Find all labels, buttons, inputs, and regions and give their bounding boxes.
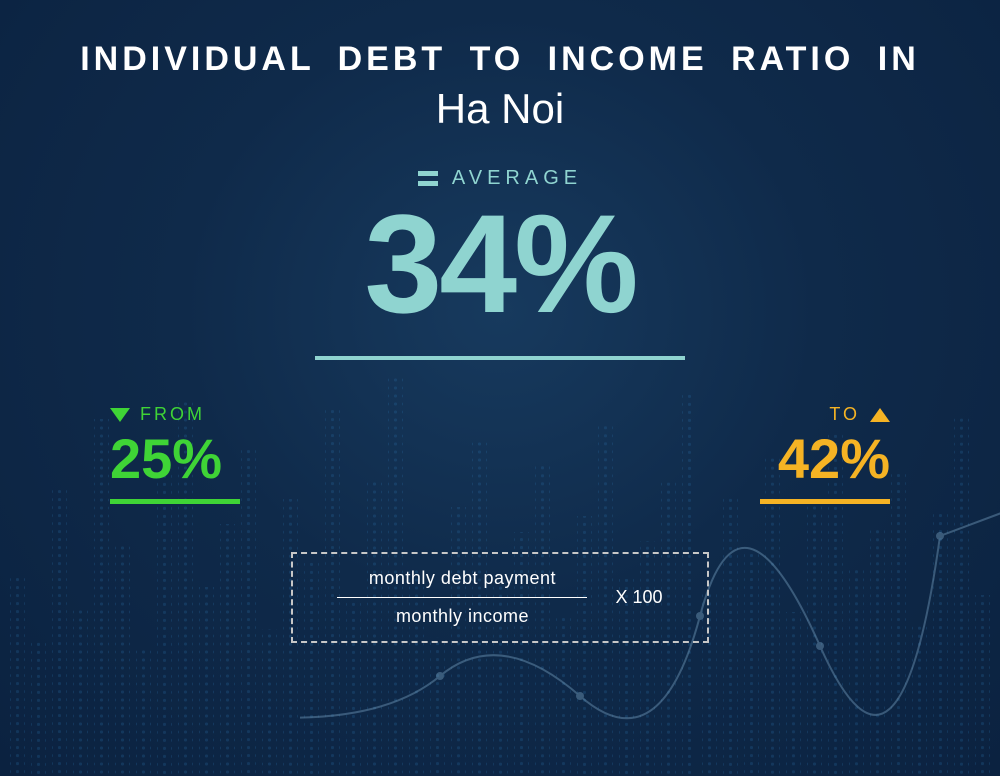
average-underline xyxy=(315,356,685,360)
range-row: FROM 25% TO 42% xyxy=(110,404,890,504)
average-value: 34% xyxy=(364,194,635,334)
to-value: 42% xyxy=(778,431,890,487)
content-container: INDIVIDUAL DEBT TO INCOME RATIO IN Ha No… xyxy=(0,0,1000,776)
formula-multiplier: X 100 xyxy=(615,587,662,608)
formula-box: monthly debt payment monthly income X 10… xyxy=(291,552,708,643)
from-label-row: FROM xyxy=(110,404,205,425)
title-line2: Ha Noi xyxy=(436,85,564,133)
from-underline xyxy=(110,499,240,504)
from-block: FROM 25% xyxy=(110,404,240,504)
from-value: 25% xyxy=(110,431,222,487)
to-label-row: TO xyxy=(829,404,890,425)
formula-numerator: monthly debt payment xyxy=(369,568,556,589)
to-label: TO xyxy=(829,404,860,425)
average-section: AVERAGE 34% xyxy=(315,167,685,360)
to-block: TO 42% xyxy=(760,404,890,504)
formula-fraction: monthly debt payment monthly income xyxy=(337,568,587,627)
triangle-up-icon xyxy=(870,408,890,422)
from-label: FROM xyxy=(140,404,205,425)
average-bars-icon xyxy=(418,171,438,186)
fraction-line xyxy=(337,597,587,598)
triangle-down-icon xyxy=(110,408,130,422)
title-line1: INDIVIDUAL DEBT TO INCOME RATIO IN xyxy=(80,40,920,79)
formula-denominator: monthly income xyxy=(396,606,529,627)
to-underline xyxy=(760,499,890,504)
